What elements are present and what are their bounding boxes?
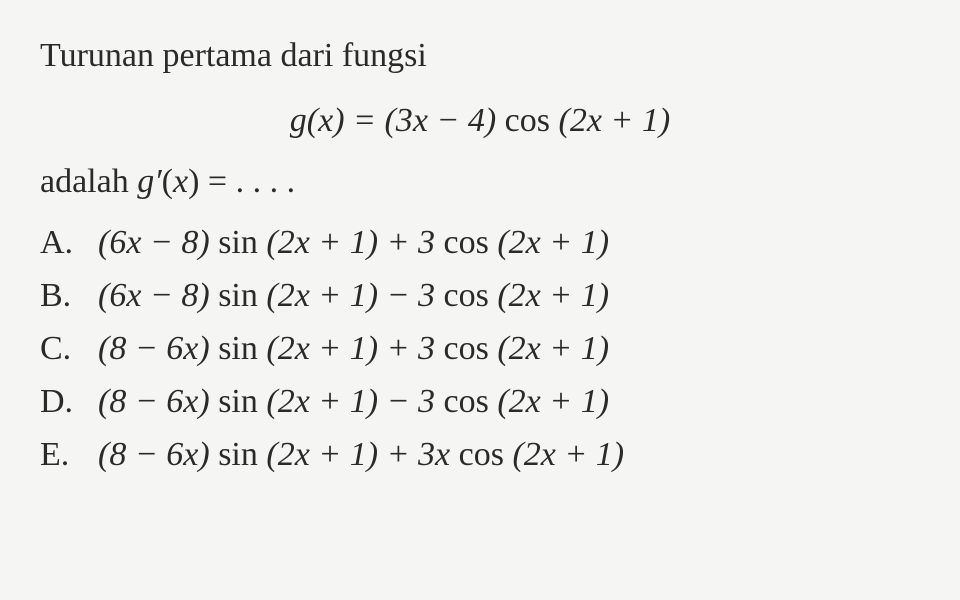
option-row: B. (6x − 8) sin (2x + 1) − 3 cos (2x + 1… [40, 270, 920, 321]
option-row: A. (6x − 8) sin (2x + 1) + 3 cos (2x + 1… [40, 217, 920, 268]
option-expression: (6x − 8) sin (2x + 1) + 3 cos (2x + 1) [98, 217, 609, 268]
option-letter: B. [40, 270, 98, 321]
question-sub: adalah g′(x) = . . . . [40, 156, 920, 207]
option-letter: D. [40, 376, 98, 427]
math-question-block: Turunan pertama dari fungsi g(x) = (3x −… [40, 30, 920, 480]
option-expression: (6x − 8) sin (2x + 1) − 3 cos (2x + 1) [98, 270, 609, 321]
option-letter: E. [40, 429, 98, 480]
option-row: E. (8 − 6x) sin (2x + 1) + 3x cos (2x + … [40, 429, 920, 480]
option-letter: C. [40, 323, 98, 374]
option-row: D. (8 − 6x) sin (2x + 1) − 3 cos (2x + 1… [40, 376, 920, 427]
option-expression: (8 − 6x) sin (2x + 1) − 3 cos (2x + 1) [98, 376, 609, 427]
question-intro: Turunan pertama dari fungsi [40, 30, 920, 81]
option-letter: A. [40, 217, 98, 268]
question-formula: g(x) = (3x − 4) cos (2x + 1) [40, 89, 920, 156]
options-list: A. (6x − 8) sin (2x + 1) + 3 cos (2x + 1… [40, 217, 920, 480]
option-row: C. (8 − 6x) sin (2x + 1) + 3 cos (2x + 1… [40, 323, 920, 374]
option-expression: (8 − 6x) sin (2x + 1) + 3 cos (2x + 1) [98, 323, 609, 374]
option-expression: (8 − 6x) sin (2x + 1) + 3x cos (2x + 1) [98, 429, 624, 480]
